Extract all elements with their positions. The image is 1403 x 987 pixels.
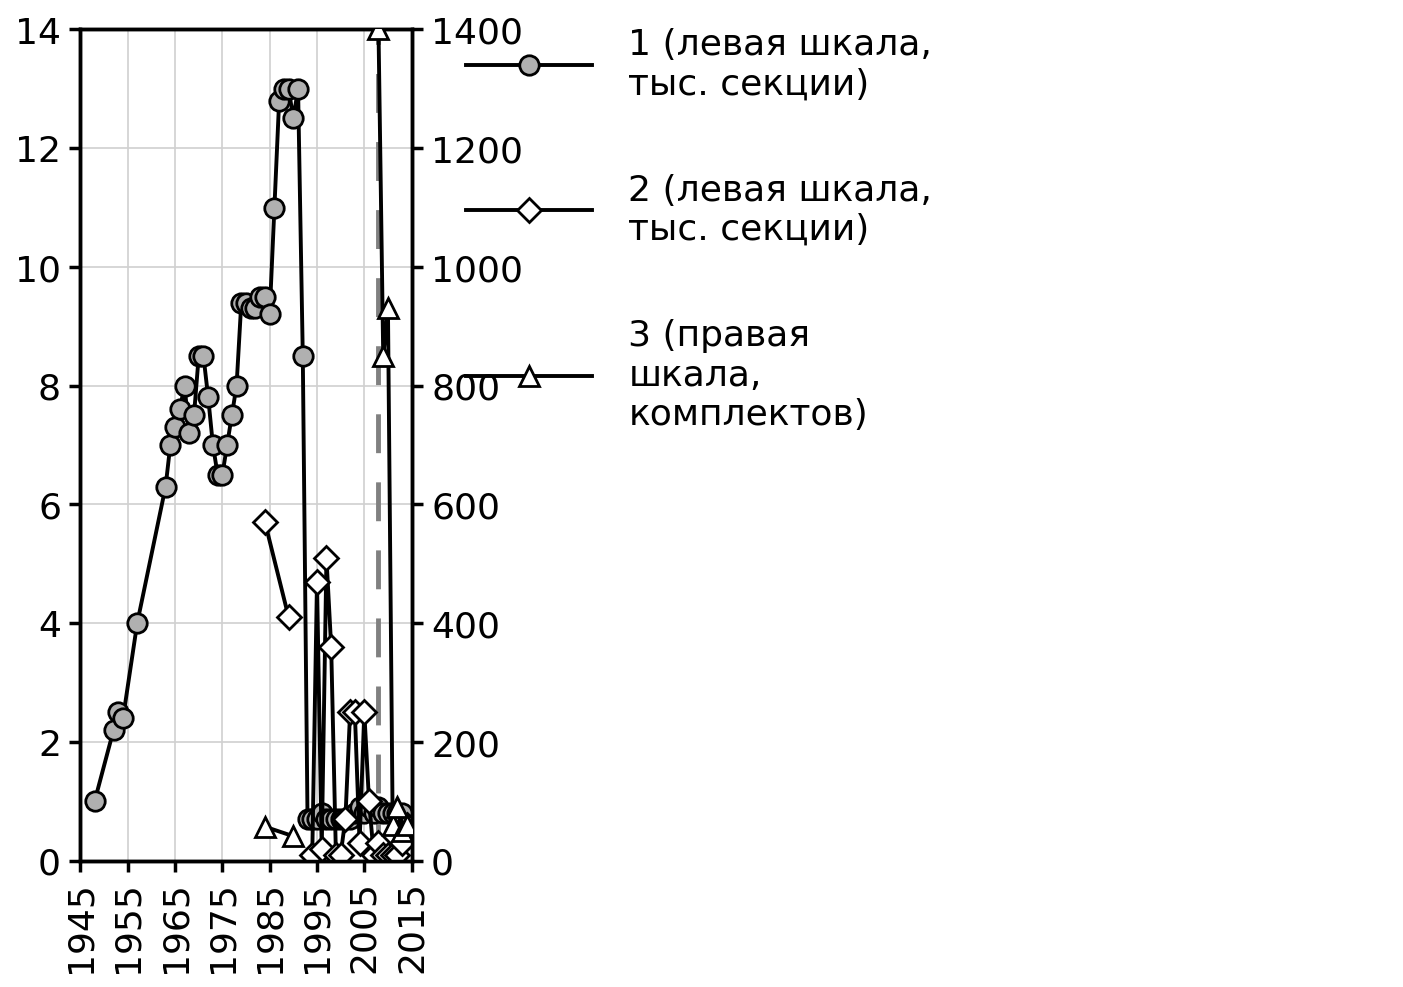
Legend: 1 (левая шкала,
тыс. секции), 2 (левая шкала,
тыс. секции), 3 (правая
шкала,
ком: 1 (левая шкала, тыс. секции), 2 (левая ш… [452, 14, 947, 446]
